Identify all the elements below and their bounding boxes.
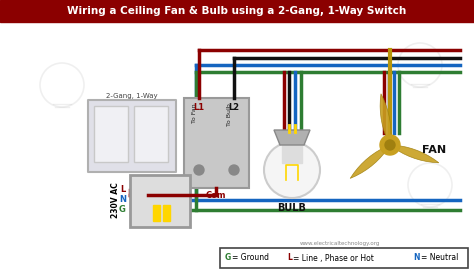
Text: G: G [119,206,126,215]
Circle shape [264,142,320,198]
Polygon shape [274,130,310,145]
Bar [94,106,128,162]
Text: 2-Gang, 1-Way: 2-Gang, 1-Way [106,93,158,99]
Text: L: L [287,254,292,263]
Text: L2: L2 [228,103,239,112]
Text: N: N [413,254,419,263]
Text: FAN: FAN [422,145,446,155]
Circle shape [385,140,395,150]
Circle shape [229,165,239,175]
Bar [130,175,190,227]
Bar [163,205,170,221]
Bar [134,106,168,162]
Polygon shape [398,146,439,163]
Text: L: L [121,185,126,194]
Text: Com: Com [206,191,226,200]
Text: G: G [225,254,231,263]
Text: To Bulb: To Bulb [228,103,233,126]
Bar [282,145,302,163]
Bar [88,100,176,172]
Bar [153,205,160,221]
Circle shape [380,135,400,155]
Bar [220,248,468,268]
Bar [184,98,249,188]
Text: = Ground: = Ground [232,254,269,263]
Bar [0,0,474,22]
Text: www.electricaltechnology.org: www.electricaltechnology.org [300,241,380,245]
Text: = Line , Phase or Hot: = Line , Phase or Hot [293,254,374,263]
Text: BULB: BULB [278,203,306,213]
Text: 230V AC: 230V AC [111,182,120,218]
Text: L1: L1 [193,103,205,112]
Text: = Neutral: = Neutral [421,254,458,263]
Text: Wiring a Ceiling Fan & Bulb using a 2-Gang, 1-Way Switch: Wiring a Ceiling Fan & Bulb using a 2-Ga… [67,6,407,16]
Circle shape [194,165,204,175]
Polygon shape [350,149,384,179]
Text: To Fan: To Fan [192,103,198,123]
Polygon shape [380,94,391,136]
Text: N: N [119,195,126,204]
